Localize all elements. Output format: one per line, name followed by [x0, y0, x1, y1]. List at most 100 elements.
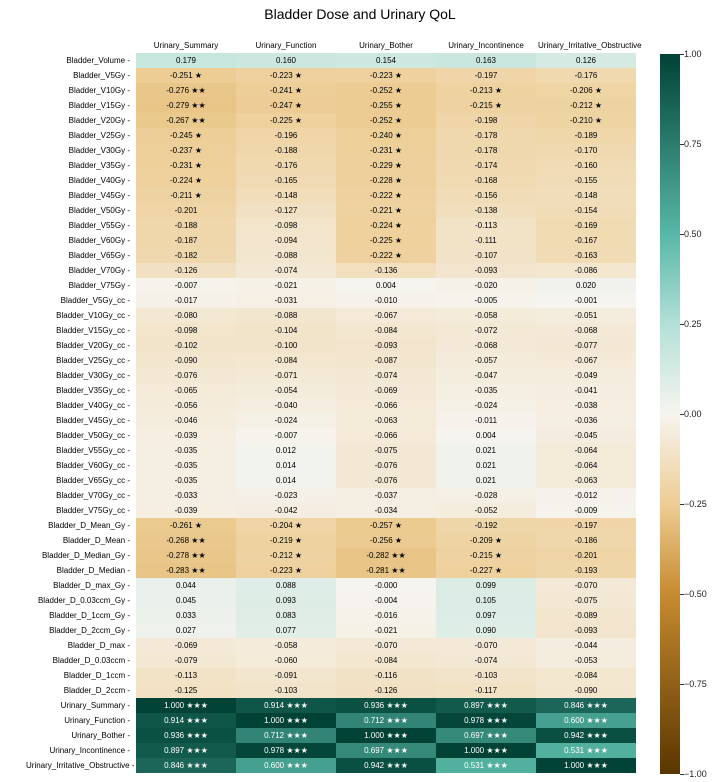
row-header: Bladder_V15Gy - — [26, 98, 136, 113]
chart-title: Bladder Dose and Urinary QoL — [0, 6, 720, 22]
heatmap-cell: -0.282 ★★ — [336, 548, 436, 563]
heatmap-cell: -0.174 — [436, 158, 536, 173]
heatmap-cell: -0.251 ★ — [136, 68, 236, 83]
heatmap-cell: -0.049 — [536, 368, 636, 383]
heatmap-cell: -0.052 — [436, 503, 536, 518]
heatmap-container: Urinary_SummaryUrinary_FunctionUrinary_B… — [0, 30, 720, 782]
heatmap-cell: -0.225 ★ — [336, 233, 436, 248]
heatmap-cell: 0.160 — [236, 53, 336, 68]
heatmap-cell: 0.531 ★★★ — [536, 743, 636, 758]
row-header: Bladder_V30Gy - — [26, 143, 136, 158]
row-header: Bladder_V50Gy_cc - — [26, 428, 136, 443]
heatmap-cell: -0.201 — [536, 548, 636, 563]
heatmap-cell: -0.045 — [536, 428, 636, 443]
heatmap-cell: -0.187 — [136, 233, 236, 248]
heatmap-cell: -0.070 — [336, 638, 436, 653]
row-header: Bladder_V40Gy - — [26, 173, 136, 188]
heatmap-cell: 0.088 — [236, 578, 336, 593]
heatmap-cell: 0.012 — [236, 443, 336, 458]
heatmap-cell: -0.074 — [436, 653, 536, 668]
heatmap-cell: 0.014 — [236, 473, 336, 488]
heatmap-cell: -0.044 — [536, 638, 636, 653]
heatmap-cell: -0.079 — [136, 653, 236, 668]
heatmap-cell: -0.225 ★ — [236, 113, 336, 128]
heatmap-cell: -0.070 — [536, 578, 636, 593]
heatmap-cell: -0.007 — [236, 428, 336, 443]
colorbar: −1.00−0.75−0.50−0.250.000.250.500.751.00 — [660, 54, 694, 774]
heatmap-cell: -0.261 ★ — [136, 518, 236, 533]
heatmap-cell: -0.215 ★ — [436, 98, 536, 113]
heatmap-cell: 0.020 — [536, 278, 636, 293]
heatmap-cell: -0.176 — [236, 158, 336, 173]
heatmap-cell: -0.084 — [236, 353, 336, 368]
heatmap-cell: 0.126 — [536, 53, 636, 68]
heatmap-cell: -0.066 — [336, 428, 436, 443]
heatmap-cell: -0.098 — [236, 218, 336, 233]
heatmap-cell: -0.023 — [236, 488, 336, 503]
heatmap-cell: -0.087 — [336, 353, 436, 368]
heatmap-cell: -0.116 — [336, 668, 436, 683]
heatmap-cell: -0.206 ★ — [536, 83, 636, 98]
heatmap-cell: -0.223 ★ — [236, 68, 336, 83]
row-header: Bladder_V40Gy_cc - — [26, 398, 136, 413]
heatmap-cell: -0.060 — [236, 653, 336, 668]
heatmap-cell: 0.846 ★★★ — [136, 758, 236, 773]
heatmap-cell: -0.071 — [236, 368, 336, 383]
heatmap-cell: 0.846 ★★★ — [536, 698, 636, 713]
heatmap-cell: 0.697 ★★★ — [336, 743, 436, 758]
heatmap-cell: -0.148 — [236, 188, 336, 203]
heatmap-cell: -0.074 — [236, 263, 336, 278]
heatmap-cell: -0.167 — [536, 233, 636, 248]
heatmap-cell: 0.914 ★★★ — [236, 698, 336, 713]
heatmap-cell: -0.223 ★ — [236, 563, 336, 578]
heatmap-cell: -0.090 — [136, 353, 236, 368]
heatmap-cell: -0.063 — [336, 413, 436, 428]
heatmap-cell: 0.978 ★★★ — [236, 743, 336, 758]
heatmap-cell: 1.000 ★★★ — [236, 713, 336, 728]
heatmap-cell: -0.231 ★ — [336, 143, 436, 158]
heatmap-cell: -0.252 ★ — [336, 113, 436, 128]
heatmap-cell: -0.102 — [136, 338, 236, 353]
heatmap-cell: -0.111 — [436, 233, 536, 248]
heatmap-cell: 0.942 ★★★ — [536, 728, 636, 743]
heatmap-cell: -0.077 — [536, 338, 636, 353]
heatmap-cell: -0.037 — [336, 488, 436, 503]
heatmap-cell: -0.223 ★ — [336, 68, 436, 83]
heatmap-cell: -0.094 — [236, 233, 336, 248]
heatmap-cell: -0.227 ★ — [436, 563, 536, 578]
heatmap-cell: -0.193 — [536, 563, 636, 578]
heatmap-cell: 0.897 ★★★ — [436, 698, 536, 713]
heatmap-cell: 0.077 — [236, 623, 336, 638]
row-header: Bladder_V5Gy - — [26, 68, 136, 83]
heatmap-cell: 1.000 ★★★ — [336, 728, 436, 743]
heatmap-cell: -0.086 — [536, 263, 636, 278]
heatmap-cell: -0.212 ★ — [236, 548, 336, 563]
row-header: Urinary_Irritative_Obstructive - — [26, 758, 136, 773]
heatmap-cell: -0.093 — [536, 623, 636, 638]
row-header: Bladder_V70Gy - — [26, 263, 136, 278]
heatmap-cell: -0.247 ★ — [236, 98, 336, 113]
row-header: Bladder_D_0.03ccm - — [26, 653, 136, 668]
heatmap-cell: -0.201 — [136, 203, 236, 218]
heatmap-cell: -0.035 — [136, 458, 236, 473]
heatmap-cell: -0.098 — [136, 323, 236, 338]
heatmap-cell: 0.914 ★★★ — [136, 713, 236, 728]
heatmap-cell: 0.004 — [436, 428, 536, 443]
heatmap-cell: -0.256 ★ — [336, 533, 436, 548]
heatmap-cell: -0.088 — [236, 248, 336, 263]
heatmap-cell: -0.039 — [136, 428, 236, 443]
heatmap-cell: -0.091 — [236, 668, 336, 683]
heatmap-cell: -0.064 — [536, 443, 636, 458]
heatmap-cell: 1.000 ★★★ — [436, 743, 536, 758]
heatmap-cell: 0.004 — [336, 278, 436, 293]
col-header: Urinary_Incontinence — [436, 38, 536, 53]
heatmap-cell: -0.178 — [436, 128, 536, 143]
heatmap-cell: -0.188 — [236, 143, 336, 158]
heatmap-cell: -0.005 — [436, 293, 536, 308]
heatmap-cell: -0.197 — [536, 518, 636, 533]
heatmap-cell: -0.093 — [436, 263, 536, 278]
heatmap-cell: -0.215 ★ — [436, 548, 536, 563]
row-header: Bladder_V70Gy_cc - — [26, 488, 136, 503]
row-header: Bladder_V25Gy_cc - — [26, 353, 136, 368]
heatmap-cell: 0.090 — [436, 623, 536, 638]
